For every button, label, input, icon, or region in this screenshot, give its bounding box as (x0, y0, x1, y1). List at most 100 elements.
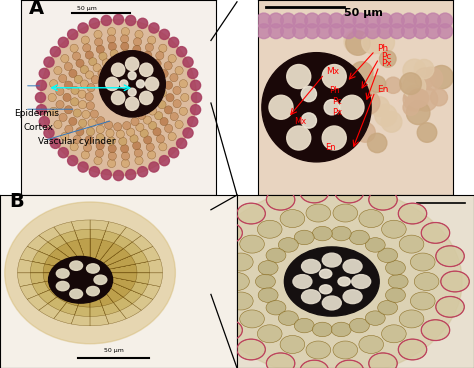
Wedge shape (30, 262, 90, 273)
Circle shape (385, 261, 405, 275)
Wedge shape (90, 231, 120, 273)
Circle shape (158, 89, 166, 97)
Wedge shape (90, 273, 150, 284)
Circle shape (106, 77, 119, 91)
Circle shape (50, 79, 58, 88)
Circle shape (331, 226, 351, 241)
Wedge shape (90, 273, 114, 306)
Circle shape (144, 136, 152, 144)
Circle shape (399, 235, 424, 253)
Circle shape (365, 13, 380, 28)
Circle shape (343, 259, 362, 273)
Wedge shape (49, 249, 90, 273)
Circle shape (126, 15, 136, 25)
Circle shape (414, 13, 428, 28)
Circle shape (149, 23, 159, 33)
Circle shape (414, 273, 439, 290)
Circle shape (353, 24, 368, 39)
Wedge shape (90, 229, 106, 273)
Circle shape (268, 13, 283, 28)
Circle shape (257, 220, 282, 238)
Circle shape (61, 54, 69, 63)
Circle shape (73, 135, 81, 144)
Circle shape (121, 152, 130, 160)
Wedge shape (78, 238, 90, 273)
Circle shape (50, 138, 61, 148)
Text: 50 μm: 50 μm (77, 6, 97, 11)
Circle shape (107, 137, 115, 145)
Wedge shape (49, 273, 90, 297)
Wedge shape (39, 227, 90, 273)
Circle shape (134, 149, 143, 157)
Circle shape (317, 24, 332, 39)
Circle shape (108, 159, 116, 167)
Circle shape (322, 253, 341, 267)
Circle shape (63, 93, 71, 102)
Circle shape (126, 57, 139, 71)
Circle shape (322, 126, 346, 150)
Circle shape (133, 53, 141, 61)
Circle shape (214, 223, 242, 243)
Circle shape (111, 63, 125, 77)
Wedge shape (90, 273, 126, 324)
Wedge shape (71, 273, 90, 326)
Wedge shape (66, 240, 90, 273)
Circle shape (380, 51, 396, 67)
Circle shape (111, 91, 125, 105)
Wedge shape (20, 247, 90, 273)
Circle shape (262, 53, 371, 162)
Circle shape (293, 13, 308, 28)
Wedge shape (90, 273, 141, 319)
Circle shape (266, 248, 286, 263)
Circle shape (133, 142, 141, 150)
Circle shape (390, 24, 404, 39)
Circle shape (385, 288, 405, 302)
Circle shape (341, 24, 356, 39)
Circle shape (86, 127, 95, 136)
Circle shape (255, 274, 275, 289)
Circle shape (333, 204, 357, 222)
Circle shape (105, 121, 113, 129)
Circle shape (133, 61, 141, 70)
Circle shape (300, 182, 328, 203)
Wedge shape (90, 243, 123, 273)
Circle shape (179, 79, 187, 88)
Text: 50 μm: 50 μm (104, 347, 124, 353)
Circle shape (280, 210, 305, 227)
Circle shape (164, 124, 173, 132)
Circle shape (359, 210, 383, 227)
Circle shape (370, 97, 389, 116)
Circle shape (228, 292, 253, 310)
Circle shape (414, 68, 435, 89)
Circle shape (312, 226, 332, 241)
Circle shape (73, 109, 82, 117)
Circle shape (106, 66, 114, 74)
Circle shape (59, 113, 67, 121)
Circle shape (137, 80, 145, 88)
Circle shape (319, 269, 332, 278)
Circle shape (191, 92, 201, 103)
Circle shape (81, 36, 90, 44)
Circle shape (287, 126, 311, 150)
Circle shape (108, 152, 117, 160)
Circle shape (170, 74, 178, 82)
Circle shape (168, 54, 176, 63)
Circle shape (280, 336, 305, 353)
Circle shape (58, 148, 68, 158)
Circle shape (142, 103, 150, 112)
Circle shape (408, 89, 427, 108)
Circle shape (101, 170, 111, 180)
Text: En: En (377, 85, 388, 94)
Circle shape (414, 87, 438, 111)
Wedge shape (45, 256, 90, 273)
Circle shape (365, 238, 385, 252)
Circle shape (414, 59, 434, 79)
Circle shape (322, 296, 341, 310)
Circle shape (135, 156, 143, 165)
Wedge shape (57, 273, 90, 302)
Wedge shape (90, 273, 132, 311)
Wedge shape (18, 259, 90, 273)
Circle shape (128, 72, 136, 79)
Circle shape (353, 117, 368, 132)
Wedge shape (90, 242, 142, 273)
